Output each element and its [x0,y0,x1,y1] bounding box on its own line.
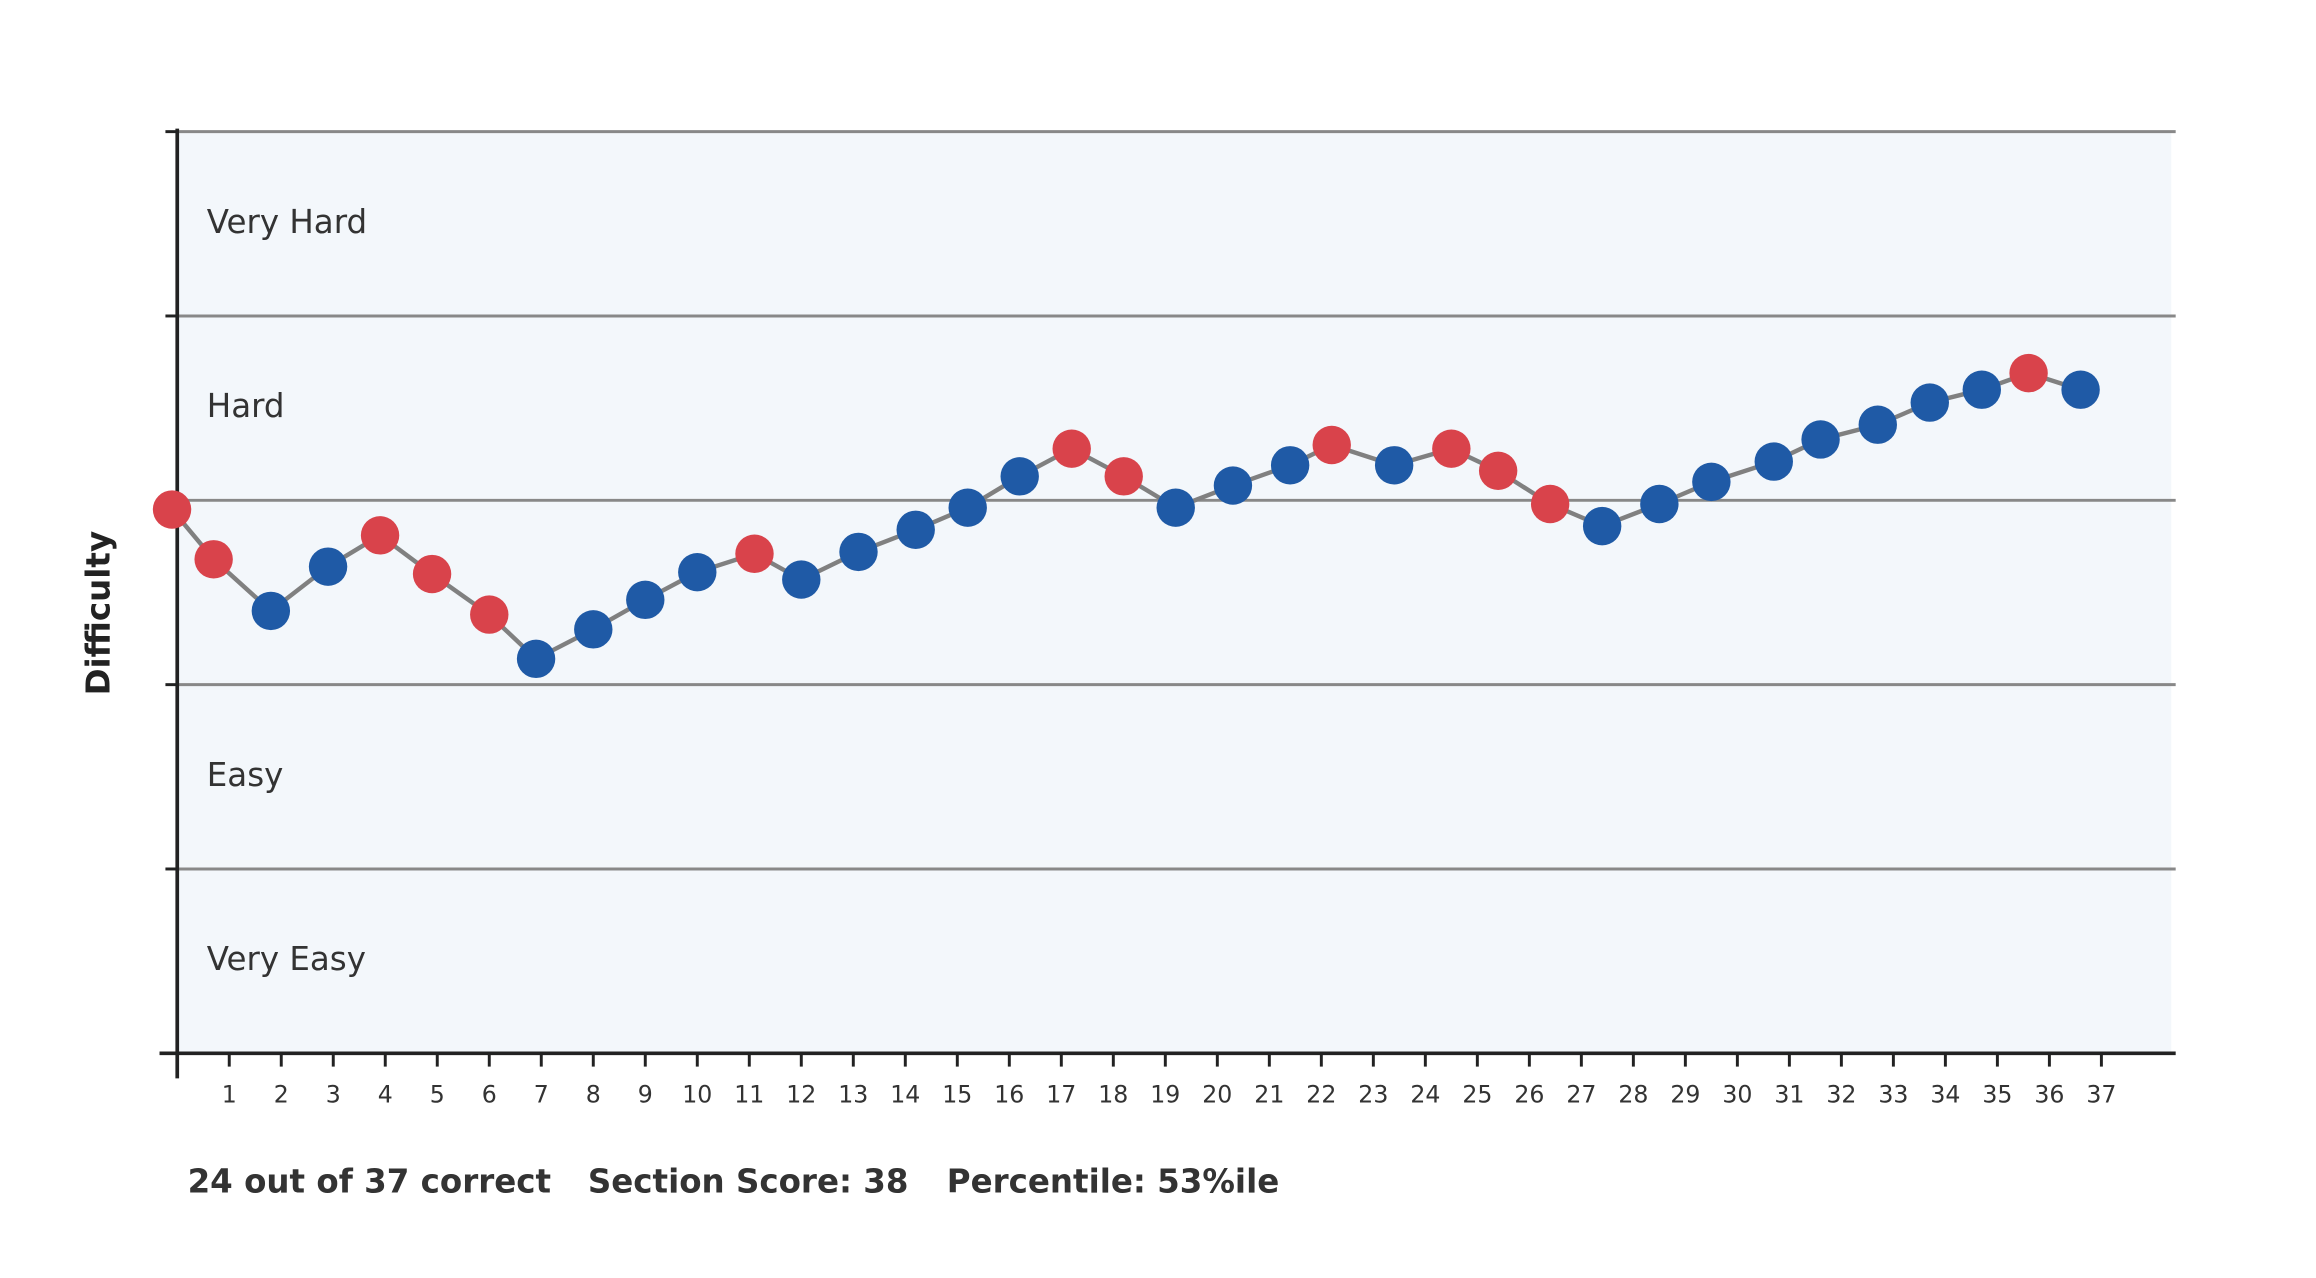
x-tick-label: 13 [838,1081,868,1109]
x-tick-label: 12 [786,1081,816,1109]
x-tick-label: 11 [734,1081,764,1109]
x-tick-label: 6 [482,1081,497,1109]
x-tick-label: 2 [274,1081,289,1109]
x-tick-label: 35 [1982,1081,2012,1109]
point [839,532,878,572]
point [1858,405,1897,444]
x-tick-label: 16 [994,1081,1024,1109]
point [1478,451,1518,491]
point [516,639,556,679]
point [896,510,935,550]
point [251,591,291,631]
x-tick-label: 31 [1774,1081,1804,1109]
x-tick-label: 3 [326,1081,341,1109]
point [1312,425,1351,465]
point [574,610,613,649]
x-tick-label: 15 [942,1081,972,1109]
point [308,547,348,586]
point [152,490,192,529]
point [626,580,665,620]
x-tick-label: 21 [1254,1081,1284,1109]
point [1530,484,1570,524]
point [1432,429,1471,468]
point [412,554,452,594]
point [1801,420,1840,459]
point [1000,457,1039,496]
point [1910,383,1949,422]
x-tick-label: 19 [1150,1081,1180,1109]
point [1582,506,1622,546]
x-tick-label: 33 [1878,1081,1908,1109]
point [1692,462,1731,502]
x-tick-label: 37 [2086,1081,2116,1109]
x-tick-label: 23 [1358,1081,1388,1109]
x-tick-label: 36 [2034,1081,2064,1109]
point [2061,370,2100,409]
band-label: Very Hard [207,203,367,241]
point [1640,484,1679,524]
point [470,595,509,634]
point [1156,488,1195,527]
y-axis-label: Difficulty [79,531,117,696]
point [735,534,774,573]
x-tick-label: 24 [1410,1081,1440,1109]
x-tick-label: 18 [1098,1081,1128,1109]
point [1104,457,1143,496]
x-tick-label: 8 [586,1081,601,1109]
x-tick-label: 30 [1722,1081,1752,1109]
x-tick-label: 32 [1826,1081,1856,1109]
point [360,516,400,555]
point [1052,429,1091,468]
footer-stat: Percentile: 53%ile [947,1162,1279,1200]
point [2009,353,2048,393]
point [678,552,717,592]
x-tick-label: 34 [1930,1081,1960,1109]
x-tick-label: 28 [1618,1081,1648,1109]
x-tick-label: 4 [378,1081,393,1109]
band-label: Hard [207,387,285,425]
x-tick-label: 1 [222,1081,237,1109]
x-tick-label: 9 [638,1081,653,1109]
x-tick-label: 25 [1462,1081,1492,1109]
x-tick-label: 27 [1566,1081,1596,1109]
x-tick-label: 29 [1670,1081,1700,1109]
x-tick-label: 17 [1046,1081,1076,1109]
band-label: Easy [207,756,284,794]
point [948,488,987,527]
x-tick-label: 7 [534,1081,549,1109]
point [1213,466,1253,505]
point [194,540,233,579]
band-label: Very Easy [207,940,366,978]
x-tick-label: 10 [682,1081,712,1109]
x-tick-label: 22 [1306,1081,1336,1109]
plot-background [177,131,2172,1054]
x-tick-label: 26 [1514,1081,1544,1109]
point [782,560,821,599]
x-tick-label: 14 [890,1081,920,1109]
footer-stat: 24 out of 37 correct [188,1162,552,1200]
footer-stat: Section Score: 38 [588,1162,909,1200]
point [1270,446,1310,485]
point [1962,370,2001,409]
x-tick-label: 5 [430,1081,445,1109]
x-tick-label: 20 [1202,1081,1232,1109]
point [1374,446,1414,485]
point [1754,442,1793,481]
